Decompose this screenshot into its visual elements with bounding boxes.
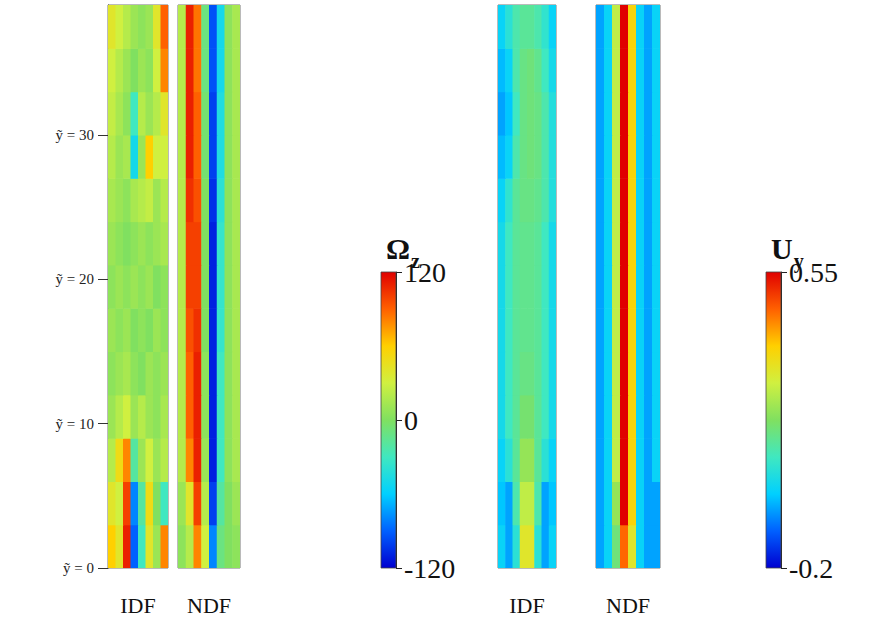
svg-text:IDF: IDF <box>509 593 544 618</box>
svg-text:ỹ = 20: ỹ = 20 <box>56 271 94 287</box>
svg-text:-120: -120 <box>404 553 455 584</box>
svg-text:IDF: IDF <box>120 593 155 618</box>
svg-text:z: z <box>411 250 420 272</box>
svg-text:0.55: 0.55 <box>789 256 838 288</box>
svg-text:0: 0 <box>404 405 418 436</box>
svg-text:-0.2: -0.2 <box>789 553 833 584</box>
svg-text:U: U <box>771 232 793 265</box>
svg-text:ỹ = 30: ỹ = 30 <box>56 127 94 143</box>
svg-text:120: 120 <box>404 256 446 288</box>
svg-text:ỹ = 10: ỹ = 10 <box>56 416 94 432</box>
svg-text:Ω: Ω <box>386 232 410 265</box>
svg-text:y: y <box>794 250 804 273</box>
svg-text:NDF: NDF <box>606 593 650 618</box>
svg-text:NDF: NDF <box>187 593 231 618</box>
svg-text:ỹ = 0: ỹ = 0 <box>63 560 94 576</box>
